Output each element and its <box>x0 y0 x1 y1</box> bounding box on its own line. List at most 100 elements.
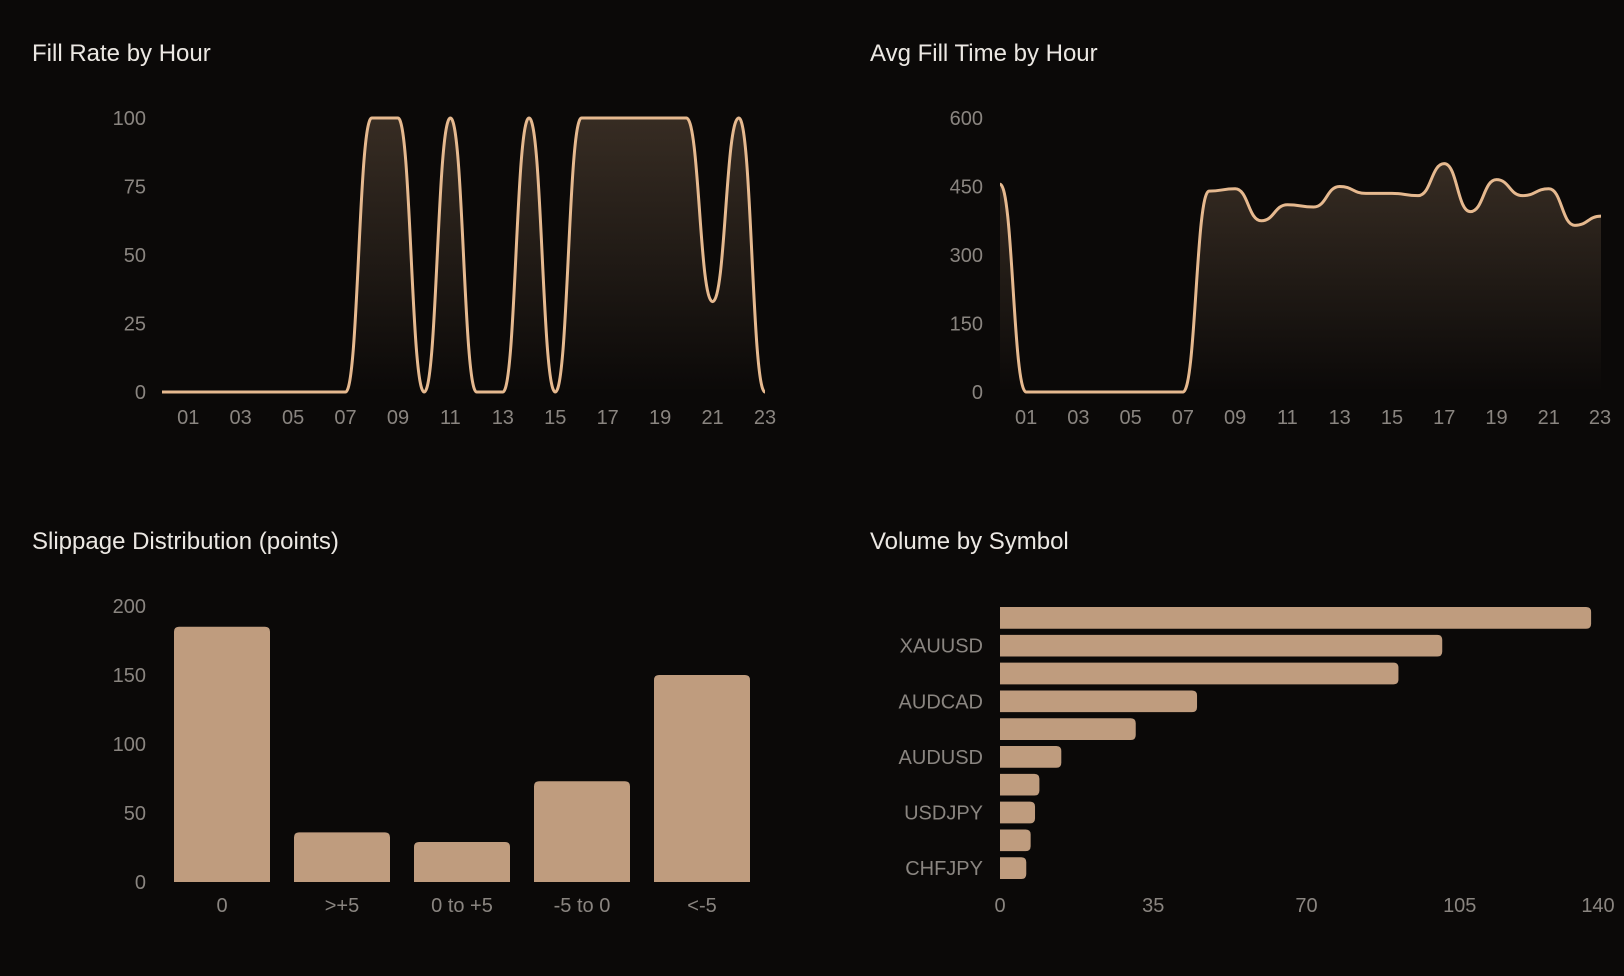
y-tick-label-2: 300 <box>950 245 983 267</box>
bar-1 <box>294 832 390 882</box>
y-tick-label-4: 600 <box>950 108 983 130</box>
data-point-08 <box>1207 189 1211 193</box>
data-point-16 <box>579 116 583 120</box>
x-tick-label-3: 07 <box>1172 407 1194 429</box>
data-point-18 <box>632 116 636 120</box>
data-point-22 <box>1573 223 1577 227</box>
x-tick-label-5: 11 <box>440 407 461 429</box>
bar-0 <box>1000 607 1592 629</box>
x-tick-label-1: 35 <box>1142 895 1164 917</box>
x-tick-label-6: 13 <box>1329 407 1351 429</box>
y-tick-label-3: 450 <box>950 177 983 199</box>
fill-time-title: Avg Fill Time by Hour <box>870 40 1098 67</box>
x-tick-label-0: 0 <box>994 895 1005 917</box>
x-tick-label-2: 0 to +5 <box>431 895 493 917</box>
data-point-04 <box>1103 390 1107 394</box>
x-tick-label-9: 19 <box>1485 407 1507 429</box>
x-tick-label-9: 19 <box>649 407 671 429</box>
data-point-03 <box>239 390 243 394</box>
y-tick-label-4: 100 <box>113 108 146 130</box>
volume-title: Volume by Symbol <box>870 528 1069 555</box>
bar-3 <box>534 781 630 882</box>
data-point-01 <box>186 390 190 394</box>
y-tick-label-0: 0 <box>972 382 983 404</box>
data-point-11 <box>1285 203 1289 207</box>
bar-1 <box>1000 634 1443 657</box>
data-point-05 <box>1129 390 1133 394</box>
x-tick-label-0: 01 <box>177 407 199 429</box>
x-tick-label-3: 07 <box>334 407 356 429</box>
fill-rate-panel: Fill Rate by Hour 0 25 50 75 100 01 03 05 07 09 11… <box>32 40 792 440</box>
y-tick-label-0: 0 <box>135 872 146 894</box>
data-point-04 <box>265 390 269 394</box>
data-point-17 <box>606 116 610 120</box>
slippage-panel: Slippage Distribution (points) 0 50 100 150… <box>32 528 792 928</box>
fill-time-panel: Avg Fill Time by Hour 0 150 300 450 600 01 03 0… <box>870 40 1624 440</box>
data-point-23 <box>763 390 767 394</box>
fill-rate-title: Fill Rate by Hour <box>32 40 211 67</box>
data-point-11 <box>448 116 452 120</box>
x-tick-label-2: 05 <box>1120 407 1142 429</box>
slippage-title: Slippage Distribution (points) <box>32 528 339 555</box>
y-tick-label-3: 150 <box>113 665 146 687</box>
x-tick-label-4: 09 <box>1224 407 1246 429</box>
data-point-21 <box>711 300 715 304</box>
data-point-16 <box>1416 194 1420 198</box>
data-point-07 <box>344 390 348 394</box>
bar-4 <box>1000 718 1136 740</box>
x-tick-label-2: 05 <box>282 407 304 429</box>
series-line <box>161 116 767 394</box>
y-tick-label-2: 100 <box>113 734 146 756</box>
series-line <box>998 162 1602 394</box>
y-tick-label-7: USDJPY <box>904 803 983 825</box>
data-point-03 <box>1076 390 1080 394</box>
x-tick-label-2: 70 <box>1295 895 1317 917</box>
x-tick-label-4: 140 <box>1581 895 1614 917</box>
x-tick-label-7: 15 <box>1381 407 1403 429</box>
x-tick-label-3: 105 <box>1443 895 1476 917</box>
x-tick-label-8: 17 <box>597 407 619 429</box>
data-point-02 <box>212 390 216 394</box>
x-tick-label-10: 21 <box>701 407 723 429</box>
y-tick-label-1: 25 <box>124 314 146 336</box>
x-tick-label-4: <-5 <box>687 895 716 917</box>
fill-time-chart: 0 150 300 450 600 01 03 05 07 09 11 13 15 17 19 21 23 <box>950 108 1612 429</box>
data-point-20 <box>684 116 688 120</box>
data-point-06 <box>1155 390 1159 394</box>
data-point-01 <box>1024 390 1028 394</box>
area-fill <box>1000 163 1601 392</box>
data-point-10 <box>422 390 426 394</box>
data-point-12 <box>1312 205 1316 209</box>
volume-chart: 0 35 70 105 140 XAUUSD AUDCAD AUDUSD USDJPY CHFJP… <box>899 607 1615 917</box>
y-tick-label-9: CHFJPY <box>905 858 983 880</box>
y-tick-label-0: 0 <box>135 382 146 404</box>
data-point-02 <box>1050 390 1054 394</box>
data-point-23 <box>1599 214 1603 218</box>
bar-4 <box>654 675 750 882</box>
x-tick-label-6: 13 <box>492 407 514 429</box>
bar-9 <box>1000 857 1027 879</box>
data-point-05 <box>291 390 295 394</box>
data-point-06 <box>317 390 321 394</box>
data-point-08 <box>370 116 374 120</box>
x-tick-label-11: 23 <box>1589 407 1611 429</box>
y-tick-label-2: 50 <box>124 245 146 267</box>
volume-panel: Volume by Symbol 0 35 70 105 140 XAUUSD AUDCAD… <box>870 528 1624 928</box>
data-point-14 <box>1364 191 1368 195</box>
x-tick-label-1: 03 <box>230 407 252 429</box>
y-tick-label-3: 75 <box>124 177 146 199</box>
data-point-00 <box>998 182 1002 186</box>
data-point-12 <box>475 390 479 394</box>
fill-rate-chart: 0 25 50 75 100 01 03 05 07 09 11 13 15 17 19 21 23 <box>113 108 777 429</box>
data-point-14 <box>527 116 531 120</box>
data-point-13 <box>1338 185 1342 189</box>
data-point-18 <box>1468 210 1472 214</box>
x-tick-label-8: 17 <box>1433 407 1455 429</box>
data-point-19 <box>658 116 662 120</box>
data-point-17 <box>1442 162 1446 166</box>
x-tick-label-5: 11 <box>1277 407 1298 429</box>
bar-2 <box>1000 662 1399 685</box>
bar-7 <box>1000 801 1036 824</box>
data-point-07 <box>1181 390 1185 394</box>
data-point-19 <box>1494 178 1498 182</box>
